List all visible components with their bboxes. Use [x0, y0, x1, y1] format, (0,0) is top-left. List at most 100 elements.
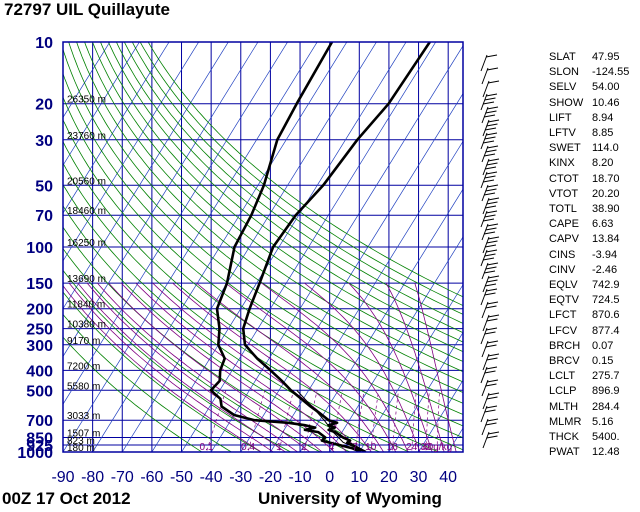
wind-barb-staff — [482, 197, 490, 215]
parcel-profile-line — [296, 389, 366, 452]
wind-barb-staff — [481, 301, 489, 319]
mixing-ratio-label: 24 — [406, 442, 418, 453]
height-label: 3033 m — [67, 411, 100, 422]
index-name: BRCV — [549, 355, 580, 368]
index-name: TOTL — [549, 203, 577, 216]
dry-adiabat-line — [63, 48, 463, 404]
isotherm-line — [299, 188, 463, 452]
index-name: THCK — [549, 431, 579, 444]
height-label: 5580 m — [67, 381, 100, 392]
index-value: 38.90 — [592, 203, 620, 216]
temperature-tick-label: -80 — [81, 469, 104, 486]
index-row: EQLV 742.9 — [549, 278, 640, 293]
index-row: KINX 8.20 — [549, 156, 640, 171]
wind-barb-flag — [486, 357, 498, 361]
index-row: THCK 5400. — [549, 430, 640, 445]
wind-barb-flag — [487, 158, 500, 162]
height-label: 11840 m — [67, 300, 105, 311]
index-value: 10.46 — [592, 96, 620, 109]
index-value: 12.48 — [592, 446, 620, 459]
height-label: 10380 m — [67, 320, 106, 331]
wind-barb-flag — [487, 80, 500, 84]
index-value: -3.94 — [592, 248, 618, 261]
index-name: LIFT — [549, 111, 572, 124]
wind-barb-flag — [487, 353, 500, 357]
index-name: LCLT — [549, 370, 576, 383]
isotherm-line — [63, 42, 288, 405]
temperature-tick-label: 0 — [325, 469, 334, 486]
wind-barb-flag — [485, 93, 498, 97]
mixing-ratio-line — [370, 390, 379, 452]
wind-barb-flag — [482, 140, 495, 144]
index-name: PWAT — [549, 446, 580, 459]
wind-barb-flag — [485, 171, 498, 175]
wind-barb-staff — [481, 145, 489, 163]
wind-barb-flag — [486, 340, 499, 344]
wind-barb-staff — [481, 379, 489, 397]
wind-barb-flag — [486, 301, 499, 305]
wind-barb-flag — [487, 314, 500, 318]
dry-adiabat-line — [63, 183, 411, 452]
isotherm-line — [63, 42, 259, 358]
index-row: EQTV 724.5 — [549, 293, 640, 308]
mixing-ratio-line — [206, 390, 227, 452]
wind-barb-flag — [486, 279, 498, 283]
isotherm-line — [151, 42, 407, 452]
index-value: -124.55 — [592, 66, 630, 79]
temperature-tick-label: -90 — [51, 469, 74, 486]
wind-barb-flag — [484, 136, 496, 140]
index-name: EQTV — [549, 294, 579, 307]
isotherm-line — [63, 42, 170, 214]
dry-adiabat-line — [68, 42, 463, 393]
wind-barb-staff — [480, 405, 488, 423]
moist-adiabat-line — [135, 282, 348, 452]
dry-adiabat-line — [84, 42, 463, 373]
pressure-tick-label: 30 — [35, 133, 53, 150]
wind-barb-flag — [486, 379, 499, 383]
index-row: LFCV 877.4 — [549, 324, 640, 339]
dry-adiabat-line — [139, 42, 463, 306]
index-name: CAPV — [549, 233, 579, 246]
wind-barb-flag — [483, 192, 496, 196]
index-value: 13.84 — [592, 233, 620, 246]
wind-barb-flag — [483, 270, 496, 274]
mixing-ratio-label: 0.4 — [241, 442, 255, 453]
index-row: TOTL 38.90 — [549, 202, 640, 217]
isotherm-line — [329, 236, 463, 452]
wind-barb-flag — [482, 179, 495, 183]
index-name: LFCV — [549, 324, 578, 337]
index-name: LCLP — [549, 385, 577, 398]
wind-barb-flag — [485, 405, 498, 409]
index-value: 5.16 — [592, 415, 614, 428]
isotherm-line — [269, 140, 463, 452]
index-name: SHOW — [549, 96, 584, 109]
isotherm-line — [92, 42, 348, 452]
index-name: CAPE — [549, 218, 579, 231]
wind-barb-flag — [486, 106, 499, 110]
wind-barb-flag — [485, 344, 497, 348]
index-row: CINS -3.94 — [549, 248, 640, 263]
dry-adiabat-line — [63, 140, 463, 451]
dry-adiabat-line — [63, 205, 381, 452]
dry-adiabat-line — [115, 42, 463, 334]
wind-barb-flag — [485, 288, 498, 292]
height-label: 1507 m — [67, 429, 100, 440]
wind-barb-staff — [480, 93, 488, 111]
wind-barb-flag — [485, 327, 498, 331]
wind-barb-staff — [481, 223, 489, 241]
index-name: VTOT — [549, 187, 579, 200]
mixing-ratio-label: 16 — [387, 442, 399, 453]
index-row: PWAT 12.48 — [549, 445, 640, 460]
isotherm-line — [63, 42, 229, 310]
mixing-ratio-line — [331, 390, 343, 452]
index-row: LCLT 275.7 — [549, 369, 640, 384]
wind-barb-flag — [485, 366, 498, 370]
height-label: 18460 m — [67, 206, 106, 217]
mixing-ratio-label: 7 — [352, 442, 358, 453]
height-label: 7200 m — [67, 361, 100, 372]
height-label: 180 m — [67, 443, 95, 454]
wind-barb-flag — [484, 244, 497, 248]
wind-barb-flag — [484, 214, 496, 218]
pressure-tick-label: 20 — [35, 97, 53, 114]
index-value: 284.4 — [592, 400, 620, 413]
